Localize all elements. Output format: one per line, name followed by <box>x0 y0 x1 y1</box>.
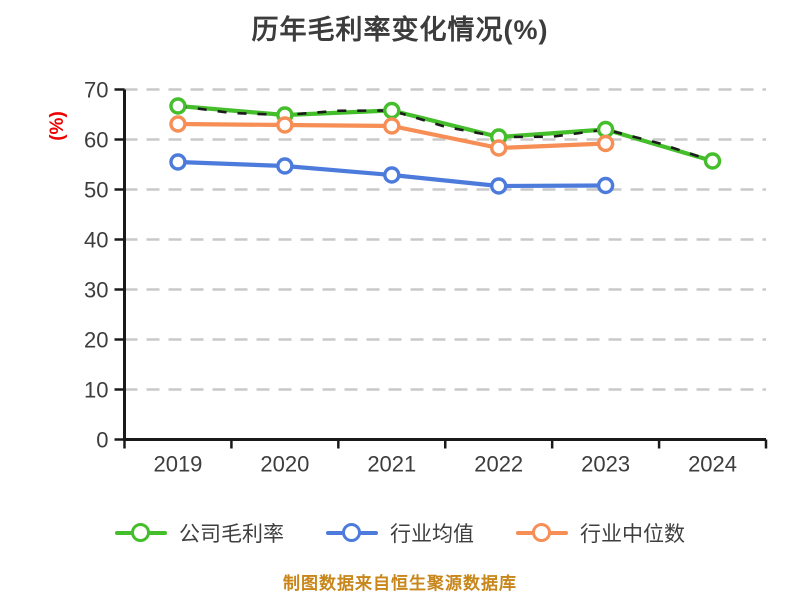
x-tick-label: 2020 <box>260 452 309 477</box>
y-tick-label: 30 <box>84 278 108 303</box>
y-tick-label: 60 <box>84 128 108 153</box>
chart-legend: 公司毛利率 行业均值 行业中位数 <box>0 518 800 548</box>
data-point-marker[interactable] <box>383 166 401 184</box>
data-point-marker[interactable] <box>596 120 615 139</box>
data-point-marker[interactable] <box>169 115 187 133</box>
data-point-marker[interactable] <box>383 117 401 135</box>
y-tick-label: 50 <box>84 178 108 203</box>
legend-marker-industry-median <box>516 523 568 543</box>
legend-item-industry-average[interactable]: 行业均值 <box>326 518 474 548</box>
data-point-marker[interactable] <box>703 152 722 170</box>
legend-circle-icon <box>131 523 150 542</box>
x-tick-label: 2024 <box>688 452 737 477</box>
data-point-marker[interactable] <box>383 101 401 120</box>
legend-label: 行业中位数 <box>580 523 685 546</box>
legend-marker-company <box>115 523 167 543</box>
y-tick-label: 0 <box>96 428 108 453</box>
legend-label: 公司毛利率 <box>179 523 284 546</box>
series-company-margin-line <box>175 103 715 164</box>
x-axis-ticks: 2019 2020 2021 2022 2023 2024 <box>123 439 768 477</box>
legend-circle-icon <box>342 523 361 542</box>
x-tick-label: 2023 <box>581 452 630 477</box>
legend-item-industry-median[interactable]: 行业中位数 <box>516 518 685 548</box>
chart-title: 历年毛利率变化情况(%) <box>251 15 549 45</box>
data-point-marker[interactable] <box>490 177 508 195</box>
data-point-marker[interactable] <box>276 157 294 175</box>
legend-label: 行业均值 <box>390 523 474 546</box>
y-axis-ticks: 0 10 20 30 40 50 60 70 <box>84 78 125 453</box>
y-tick-label: 40 <box>84 228 108 253</box>
legend-marker-industry-average <box>326 523 378 543</box>
legend-item-company-margin[interactable]: 公司毛利率 <box>115 518 284 548</box>
data-point-marker[interactable] <box>596 134 615 153</box>
series-markers <box>169 97 722 195</box>
data-source-note: 制图数据来自恒生聚源数据库 <box>283 574 517 593</box>
x-tick-label: 2022 <box>474 452 523 477</box>
y-tick-label: 70 <box>84 78 108 103</box>
grid-lines <box>124 88 766 391</box>
axes <box>123 89 766 441</box>
data-point-marker[interactable] <box>490 139 508 157</box>
y-tick-label: 10 <box>84 378 108 403</box>
x-tick-label: 2019 <box>153 452 202 477</box>
data-point-marker[interactable] <box>169 153 187 171</box>
company-line-dark-dash-overlay <box>177 104 713 163</box>
x-tick-label: 2021 <box>367 452 416 477</box>
data-point-marker[interactable] <box>596 176 615 195</box>
data-point-marker[interactable] <box>276 116 294 134</box>
legend-circle-icon <box>532 523 551 542</box>
data-point-marker[interactable] <box>169 97 187 115</box>
y-tick-label: 20 <box>84 328 108 353</box>
